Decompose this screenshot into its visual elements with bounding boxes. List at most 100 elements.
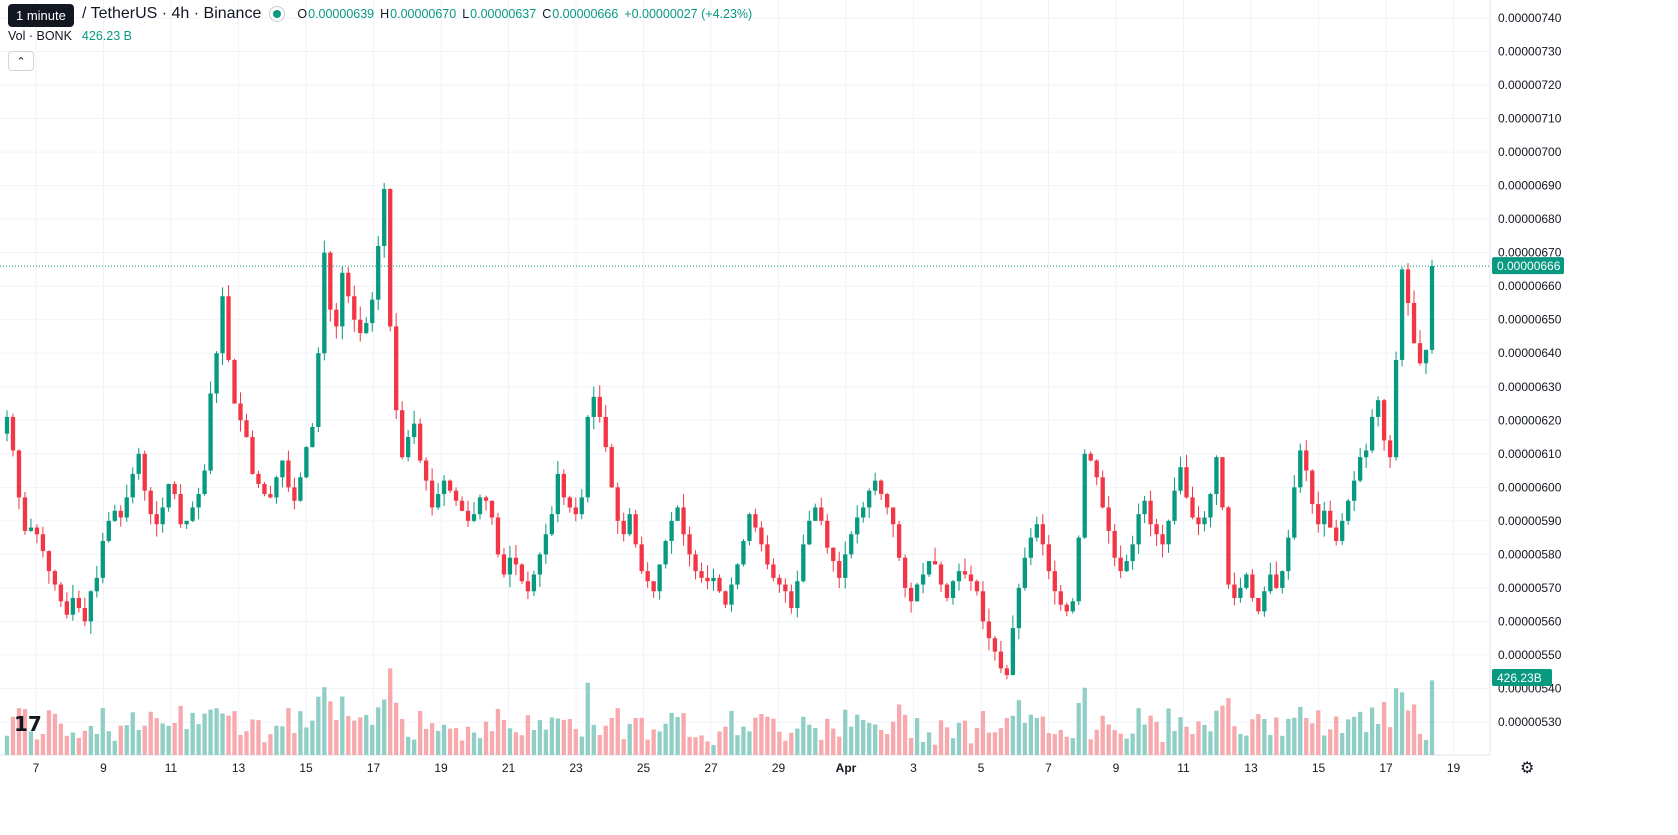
volume-bar <box>112 740 117 755</box>
volume-bar <box>184 728 189 755</box>
candle-body <box>1154 524 1159 535</box>
candle-body <box>914 584 920 602</box>
volume-bar <box>771 718 776 755</box>
candle-body <box>789 591 794 609</box>
volume-bar <box>40 734 46 755</box>
candle-body <box>962 571 968 575</box>
volume-bar <box>1417 733 1423 755</box>
volume-bar <box>549 717 555 755</box>
candle-body <box>1082 453 1087 538</box>
candle-body <box>992 638 998 652</box>
volume-bar <box>873 724 878 755</box>
volume-bar <box>172 722 177 755</box>
x-tick-label: 15 <box>1312 761 1326 775</box>
volume-bar <box>178 705 183 755</box>
volume-bar <box>46 710 52 755</box>
gear-icon[interactable]: ⚙ <box>1520 760 1535 777</box>
candle-body <box>783 584 788 592</box>
volume-bar <box>956 722 962 755</box>
volume-bar <box>801 716 806 755</box>
volume-bar <box>938 720 944 755</box>
candle-body <box>765 544 770 565</box>
x-tick-label: 15 <box>299 761 313 775</box>
candle-body <box>82 608 87 622</box>
volume-bar <box>837 736 842 755</box>
volume-bar <box>364 714 369 755</box>
candle-body <box>1405 269 1411 303</box>
candle-body <box>58 584 64 602</box>
volume-bar <box>1220 705 1225 755</box>
candle-body <box>549 514 555 535</box>
volume-label[interactable]: Vol · BONK <box>8 29 72 43</box>
volume-bar <box>1387 727 1393 755</box>
volume-bar <box>411 739 417 755</box>
volume-bar <box>310 720 315 755</box>
candle-body <box>352 296 357 320</box>
chevron-up-icon[interactable]: ⌃ <box>8 51 34 71</box>
candle-body <box>819 507 824 521</box>
candle-body <box>687 534 692 555</box>
volume-bar <box>1088 739 1093 755</box>
volume-bar <box>4 735 10 755</box>
candle-body <box>1244 574 1249 588</box>
candle-body <box>1256 597 1261 612</box>
x-tick-label: 9 <box>100 761 107 775</box>
volume-bar <box>1304 718 1309 755</box>
volume-bar <box>100 708 105 755</box>
volume-bar <box>1082 687 1087 755</box>
volume-bar <box>10 716 16 755</box>
candle-body <box>142 453 147 491</box>
candle-body <box>196 494 201 508</box>
x-tick-label: 13 <box>232 761 246 775</box>
candle-body <box>902 557 908 588</box>
volume-bar <box>765 716 770 755</box>
volume-bar <box>453 727 459 755</box>
market-status-icon[interactable] <box>269 6 286 22</box>
candle-body <box>1286 537 1291 572</box>
candle-body <box>507 557 513 575</box>
volume-bar <box>1154 721 1159 755</box>
candle-body <box>974 581 980 592</box>
candle-body <box>1363 450 1369 458</box>
candle-body <box>807 520 812 545</box>
volume-bar <box>735 735 740 755</box>
candle-body <box>1214 457 1219 495</box>
candle-body <box>1130 544 1135 562</box>
candle-body <box>1040 524 1045 545</box>
volume-bar <box>1244 735 1249 755</box>
volume-bar <box>932 744 938 755</box>
close-label: C <box>542 7 552 21</box>
candle-body <box>1399 269 1405 360</box>
y-tick-label: 0.00000550 <box>1498 648 1562 662</box>
volume-bar <box>753 717 758 755</box>
volume-bar <box>1357 711 1363 755</box>
candle-body <box>585 416 590 498</box>
high-label: H <box>380 7 390 21</box>
candle-body <box>938 564 944 585</box>
volume-bar <box>1280 735 1285 755</box>
volume-bar <box>64 735 70 755</box>
tradingview-logo-icon[interactable]: 17 <box>14 712 42 736</box>
symbol-title[interactable]: / TetherUS · 4h · Binance <box>82 5 262 22</box>
volume-bar <box>304 727 309 755</box>
candle-body <box>980 591 986 622</box>
x-tick-label: 29 <box>772 761 786 775</box>
volume-legend: Vol · BONK 426.23 B <box>8 29 132 43</box>
volume-bar <box>777 731 782 755</box>
candle-body <box>1184 467 1189 498</box>
volume-bar <box>962 720 968 755</box>
candle-body <box>1292 487 1297 538</box>
volume-bar <box>807 724 812 755</box>
candle-body <box>1220 457 1225 508</box>
candle-body <box>777 577 782 585</box>
candle-body <box>741 540 746 565</box>
x-tick-label: 17 <box>1379 761 1393 775</box>
candle-body <box>1088 453 1093 461</box>
volume-bar <box>723 726 728 755</box>
volume-bar <box>944 727 950 755</box>
candle-body <box>729 584 734 605</box>
volume-value: 426.23 B <box>81 29 132 43</box>
candle-body <box>232 359 237 404</box>
